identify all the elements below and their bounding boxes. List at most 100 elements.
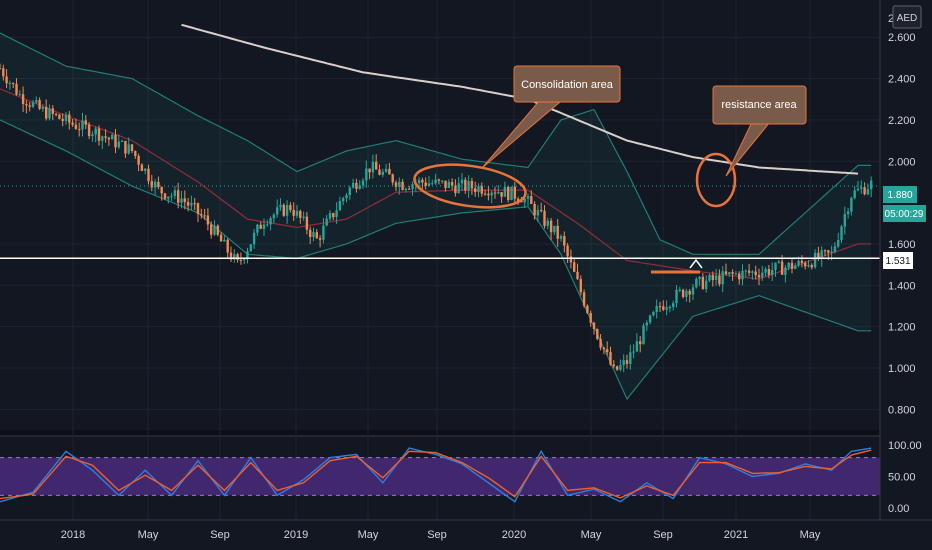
candle-body bbox=[282, 204, 285, 216]
candle-body bbox=[417, 179, 421, 184]
candle-body bbox=[2, 68, 5, 77]
candle-body bbox=[246, 251, 249, 260]
price-levels bbox=[0, 185, 880, 259]
candle-body bbox=[754, 271, 757, 276]
candle-body bbox=[474, 188, 477, 193]
candle-body bbox=[622, 360, 625, 365]
candle-body bbox=[784, 267, 787, 275]
candle-body bbox=[302, 216, 305, 218]
candle-body bbox=[269, 218, 272, 225]
annotation-resistance-text: resistance area bbox=[721, 99, 797, 111]
candle-body bbox=[837, 240, 840, 247]
candle-body bbox=[648, 315, 652, 323]
candle-body bbox=[629, 352, 632, 364]
candle-body bbox=[408, 188, 411, 190]
stoch-y-tick-label: 0.00 bbox=[888, 503, 909, 515]
candle-body bbox=[130, 144, 134, 152]
candle-body bbox=[655, 306, 658, 312]
candle-body bbox=[309, 229, 312, 237]
candle-body bbox=[127, 144, 130, 154]
currency-badge[interactable] bbox=[892, 5, 922, 29]
y-tick-label: 0.800 bbox=[888, 404, 916, 416]
candle-body bbox=[279, 204, 282, 208]
candle-body bbox=[256, 224, 259, 233]
candle-body bbox=[771, 270, 774, 275]
candle-body bbox=[48, 108, 51, 119]
candle-body bbox=[8, 82, 12, 84]
candle-body bbox=[827, 250, 830, 253]
candle-body bbox=[28, 105, 31, 107]
y-tick-label: 2.600 bbox=[888, 32, 916, 44]
breakout-arrow bbox=[689, 258, 703, 269]
grid bbox=[0, 0, 932, 520]
candle-body bbox=[747, 270, 751, 273]
candle-body bbox=[582, 292, 586, 306]
candle-body bbox=[0, 68, 2, 70]
candle-body bbox=[328, 213, 332, 219]
candle-body bbox=[586, 305, 589, 313]
candle-body bbox=[315, 232, 318, 239]
candle-body bbox=[685, 290, 688, 297]
candle-body bbox=[375, 161, 378, 170]
annotations bbox=[413, 99, 772, 274]
candle-body bbox=[180, 198, 183, 203]
candle-body bbox=[675, 289, 678, 304]
candle-body bbox=[500, 192, 503, 197]
candle-body bbox=[243, 259, 246, 261]
candle-body bbox=[721, 271, 724, 285]
candle-body bbox=[483, 193, 487, 195]
candle-body bbox=[361, 180, 365, 186]
candle-body bbox=[289, 205, 292, 210]
candle-body bbox=[107, 137, 111, 140]
candle-body bbox=[457, 183, 460, 194]
candle-body bbox=[830, 251, 833, 253]
candle-body bbox=[592, 322, 596, 329]
candle-body bbox=[576, 271, 579, 280]
candle-body bbox=[790, 262, 794, 269]
candle-body bbox=[596, 328, 599, 339]
candle-body bbox=[615, 366, 619, 370]
level-tag-text: 1.531 bbox=[885, 256, 910, 267]
candle-body bbox=[213, 225, 216, 235]
annotation-consolidation: Consolidation area bbox=[513, 65, 621, 103]
candle-body bbox=[61, 118, 64, 121]
candle-body bbox=[530, 196, 533, 204]
candle-body bbox=[21, 94, 25, 105]
candle-body bbox=[381, 171, 384, 175]
candle-body bbox=[543, 210, 546, 226]
candle-body bbox=[662, 306, 665, 310]
price-tag bbox=[883, 186, 917, 203]
candle-body bbox=[91, 134, 94, 137]
candle-body bbox=[714, 275, 718, 280]
resistance-ellipse bbox=[695, 152, 737, 208]
candle-body bbox=[566, 245, 569, 257]
candle-body bbox=[167, 196, 170, 199]
y-tick-label: 2.000 bbox=[888, 156, 916, 168]
candle-body bbox=[173, 190, 177, 196]
x-tick-label: May bbox=[138, 529, 159, 541]
candle-body bbox=[860, 187, 863, 189]
candle-body bbox=[807, 265, 810, 267]
candle-body bbox=[206, 215, 210, 225]
candle-body bbox=[5, 76, 8, 84]
candle-body bbox=[741, 270, 744, 280]
x-tick-label: Sep bbox=[653, 529, 673, 541]
candle-body bbox=[18, 94, 21, 96]
candle-body bbox=[536, 210, 540, 216]
candle-body bbox=[490, 192, 493, 196]
pane-separator bbox=[0, 430, 932, 436]
candle-body bbox=[744, 270, 747, 272]
candle-body bbox=[54, 113, 58, 115]
candle-body bbox=[144, 168, 147, 171]
candle-body bbox=[520, 201, 523, 203]
candle-body bbox=[351, 182, 355, 188]
candle-body bbox=[219, 234, 223, 242]
candle-body bbox=[371, 161, 375, 173]
candle-body bbox=[619, 364, 622, 370]
candle-body bbox=[210, 224, 213, 235]
candle-body bbox=[487, 193, 490, 196]
stoch-y-tick-label: 50.00 bbox=[888, 472, 916, 484]
candle-body bbox=[190, 203, 193, 206]
bollinger-bands bbox=[0, 32, 872, 401]
x-tick-label: Sep bbox=[210, 529, 230, 541]
